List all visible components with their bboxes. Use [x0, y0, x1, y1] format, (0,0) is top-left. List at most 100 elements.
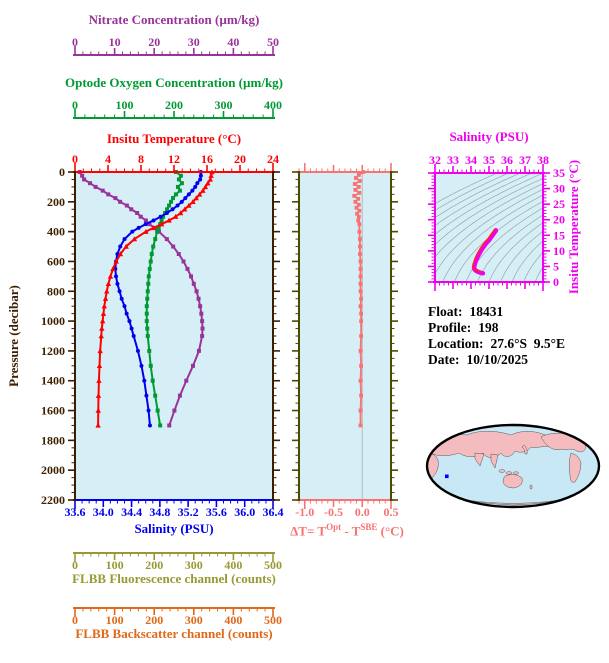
svg-text:10: 10 — [553, 244, 565, 258]
svg-text:30: 30 — [553, 182, 565, 196]
svg-text:35.2: 35.2 — [178, 505, 199, 519]
svg-text:400: 400 — [224, 613, 242, 627]
main-plot-area — [75, 172, 273, 500]
svg-text:35: 35 — [483, 153, 495, 167]
delta-t-top-axis — [297, 163, 393, 173]
svg-text:36.0: 36.0 — [234, 505, 255, 519]
svg-text:-0.5: -0.5 — [324, 505, 343, 519]
map-new-zealand — [529, 484, 533, 490]
svg-text:20: 20 — [234, 152, 246, 166]
profile-curves — [77, 169, 215, 428]
oxygen-axis-title: Optode Oxygen Concentration (µm/kg) — [64, 75, 284, 90]
temperature-axis-title: Insitu Temperature (°C) — [106, 131, 242, 146]
map-island — [498, 469, 506, 473]
svg-text:0: 0 — [72, 152, 78, 166]
svg-text:100: 100 — [106, 558, 124, 572]
svg-text:20: 20 — [148, 35, 160, 49]
svg-text:200: 200 — [47, 195, 65, 209]
delta-t-left-frame — [292, 171, 300, 501]
svg-text:35.6: 35.6 — [206, 505, 227, 519]
nitrate-axis-title: Nitrate Concentration (µm/kg) — [88, 12, 260, 27]
svg-text:0: 0 — [72, 98, 78, 112]
ts-left-frame — [428, 172, 436, 283]
fluorescence-axis-title: FLBB Fluorescence channel (counts) — [72, 571, 276, 586]
svg-text:0: 0 — [72, 613, 78, 627]
dt-title-part: ΔT= T — [290, 523, 327, 539]
info-float: Float: 18431 — [428, 304, 503, 320]
nitrate-curve — [77, 170, 205, 428]
svg-text:0.0: 0.0 — [355, 505, 370, 519]
temperature-curve — [95, 169, 215, 428]
map-outline — [425, 423, 601, 509]
svg-text:5: 5 — [553, 259, 559, 273]
info-date-value: 10/10/2025 — [466, 352, 528, 367]
map-australia — [502, 474, 523, 489]
svg-text:1600: 1600 — [41, 404, 65, 418]
nitrate-ruler: 0 10 20 30 40 50 — [72, 35, 279, 56]
svg-text:30: 30 — [188, 35, 200, 49]
svg-text:10: 10 — [109, 35, 121, 49]
info-profile: Profile: 198 — [428, 320, 498, 336]
svg-text:40: 40 — [227, 35, 239, 49]
svg-text:100: 100 — [106, 613, 124, 627]
svg-text:33.6: 33.6 — [65, 505, 86, 519]
svg-text:800: 800 — [47, 284, 65, 298]
svg-text:400: 400 — [47, 225, 65, 239]
isopycnal-contours — [435, 173, 543, 282]
delta-t-axis-title: ΔT= TOpt - TSBE (°C) — [290, 520, 404, 538]
map-island — [505, 471, 513, 475]
svg-text:300: 300 — [185, 558, 203, 572]
map-indochina — [490, 453, 499, 469]
map-greenland — [567, 426, 579, 434]
pressure-axis: 0 200 400 600 800 1000 1200 1400 1600 1800 2000 220… — [41, 165, 76, 507]
svg-text:100: 100 — [116, 98, 134, 112]
svg-text:-1.0: -1.0 — [295, 505, 314, 519]
svg-text:0: 0 — [59, 165, 65, 179]
svg-text:36: 36 — [501, 153, 513, 167]
info-location: Location: 27.6°S 9.5°E — [428, 336, 565, 352]
ts-bottom-frame — [433, 281, 545, 291]
ts-temperature-axis-title: Insitu Temperature (°C) — [566, 159, 581, 295]
pressure-axis-title: Pressure (decibar) — [6, 285, 21, 387]
oxygen-ruler: 0 100 200 300 400 — [72, 98, 282, 119]
delta-t-right-frame — [390, 171, 398, 501]
svg-text:33: 33 — [447, 153, 459, 167]
info-float-value: 18431 — [469, 304, 504, 319]
svg-text:24: 24 — [267, 152, 279, 166]
map-india — [474, 452, 485, 467]
svg-text:37: 37 — [519, 153, 531, 167]
svg-text:8: 8 — [138, 152, 144, 166]
salinity-axis-title: Salinity (PSU) — [134, 521, 214, 536]
svg-text:200: 200 — [145, 613, 163, 627]
svg-text:200: 200 — [165, 98, 183, 112]
svg-text:50: 50 — [267, 35, 279, 49]
svg-text:12: 12 — [168, 152, 180, 166]
svg-text:20: 20 — [553, 213, 565, 227]
ts-salinity-axis: 32 33 34 35 36 37 38 — [429, 153, 549, 174]
salinity-curve — [113, 170, 203, 428]
svg-text:16: 16 — [201, 152, 213, 166]
info-profile-value: 198 — [478, 320, 499, 335]
backscatter-ruler: 0 100 200 300 400 500 — [72, 607, 282, 627]
float-location-marker — [445, 474, 449, 479]
ts-salinity-axis-title: Salinity (PSU) — [449, 129, 529, 144]
svg-text:400: 400 — [224, 558, 242, 572]
map-antarctica — [464, 499, 562, 506]
dt-title-part: - T — [341, 523, 361, 539]
info-location-label: Location: — [428, 336, 484, 351]
svg-text:1200: 1200 — [41, 344, 65, 358]
svg-text:15: 15 — [553, 228, 565, 242]
svg-text:1000: 1000 — [41, 314, 65, 328]
dt-title-sup: Opt — [326, 522, 342, 532]
salinity-ruler: 33.6 34.0 34.4 34.8 35.2 35.6 36.0 36.4 — [65, 499, 284, 519]
map-south-america — [568, 452, 582, 483]
info-date: Date: 10/10/2025 — [428, 352, 528, 368]
svg-text:200: 200 — [145, 558, 163, 572]
svg-text:36.4: 36.4 — [263, 505, 284, 519]
svg-text:38: 38 — [537, 153, 549, 167]
delta-t-curve — [352, 170, 366, 428]
svg-text:1400: 1400 — [41, 374, 65, 388]
ts-curve — [471, 228, 499, 276]
svg-text:34.0: 34.0 — [93, 505, 114, 519]
